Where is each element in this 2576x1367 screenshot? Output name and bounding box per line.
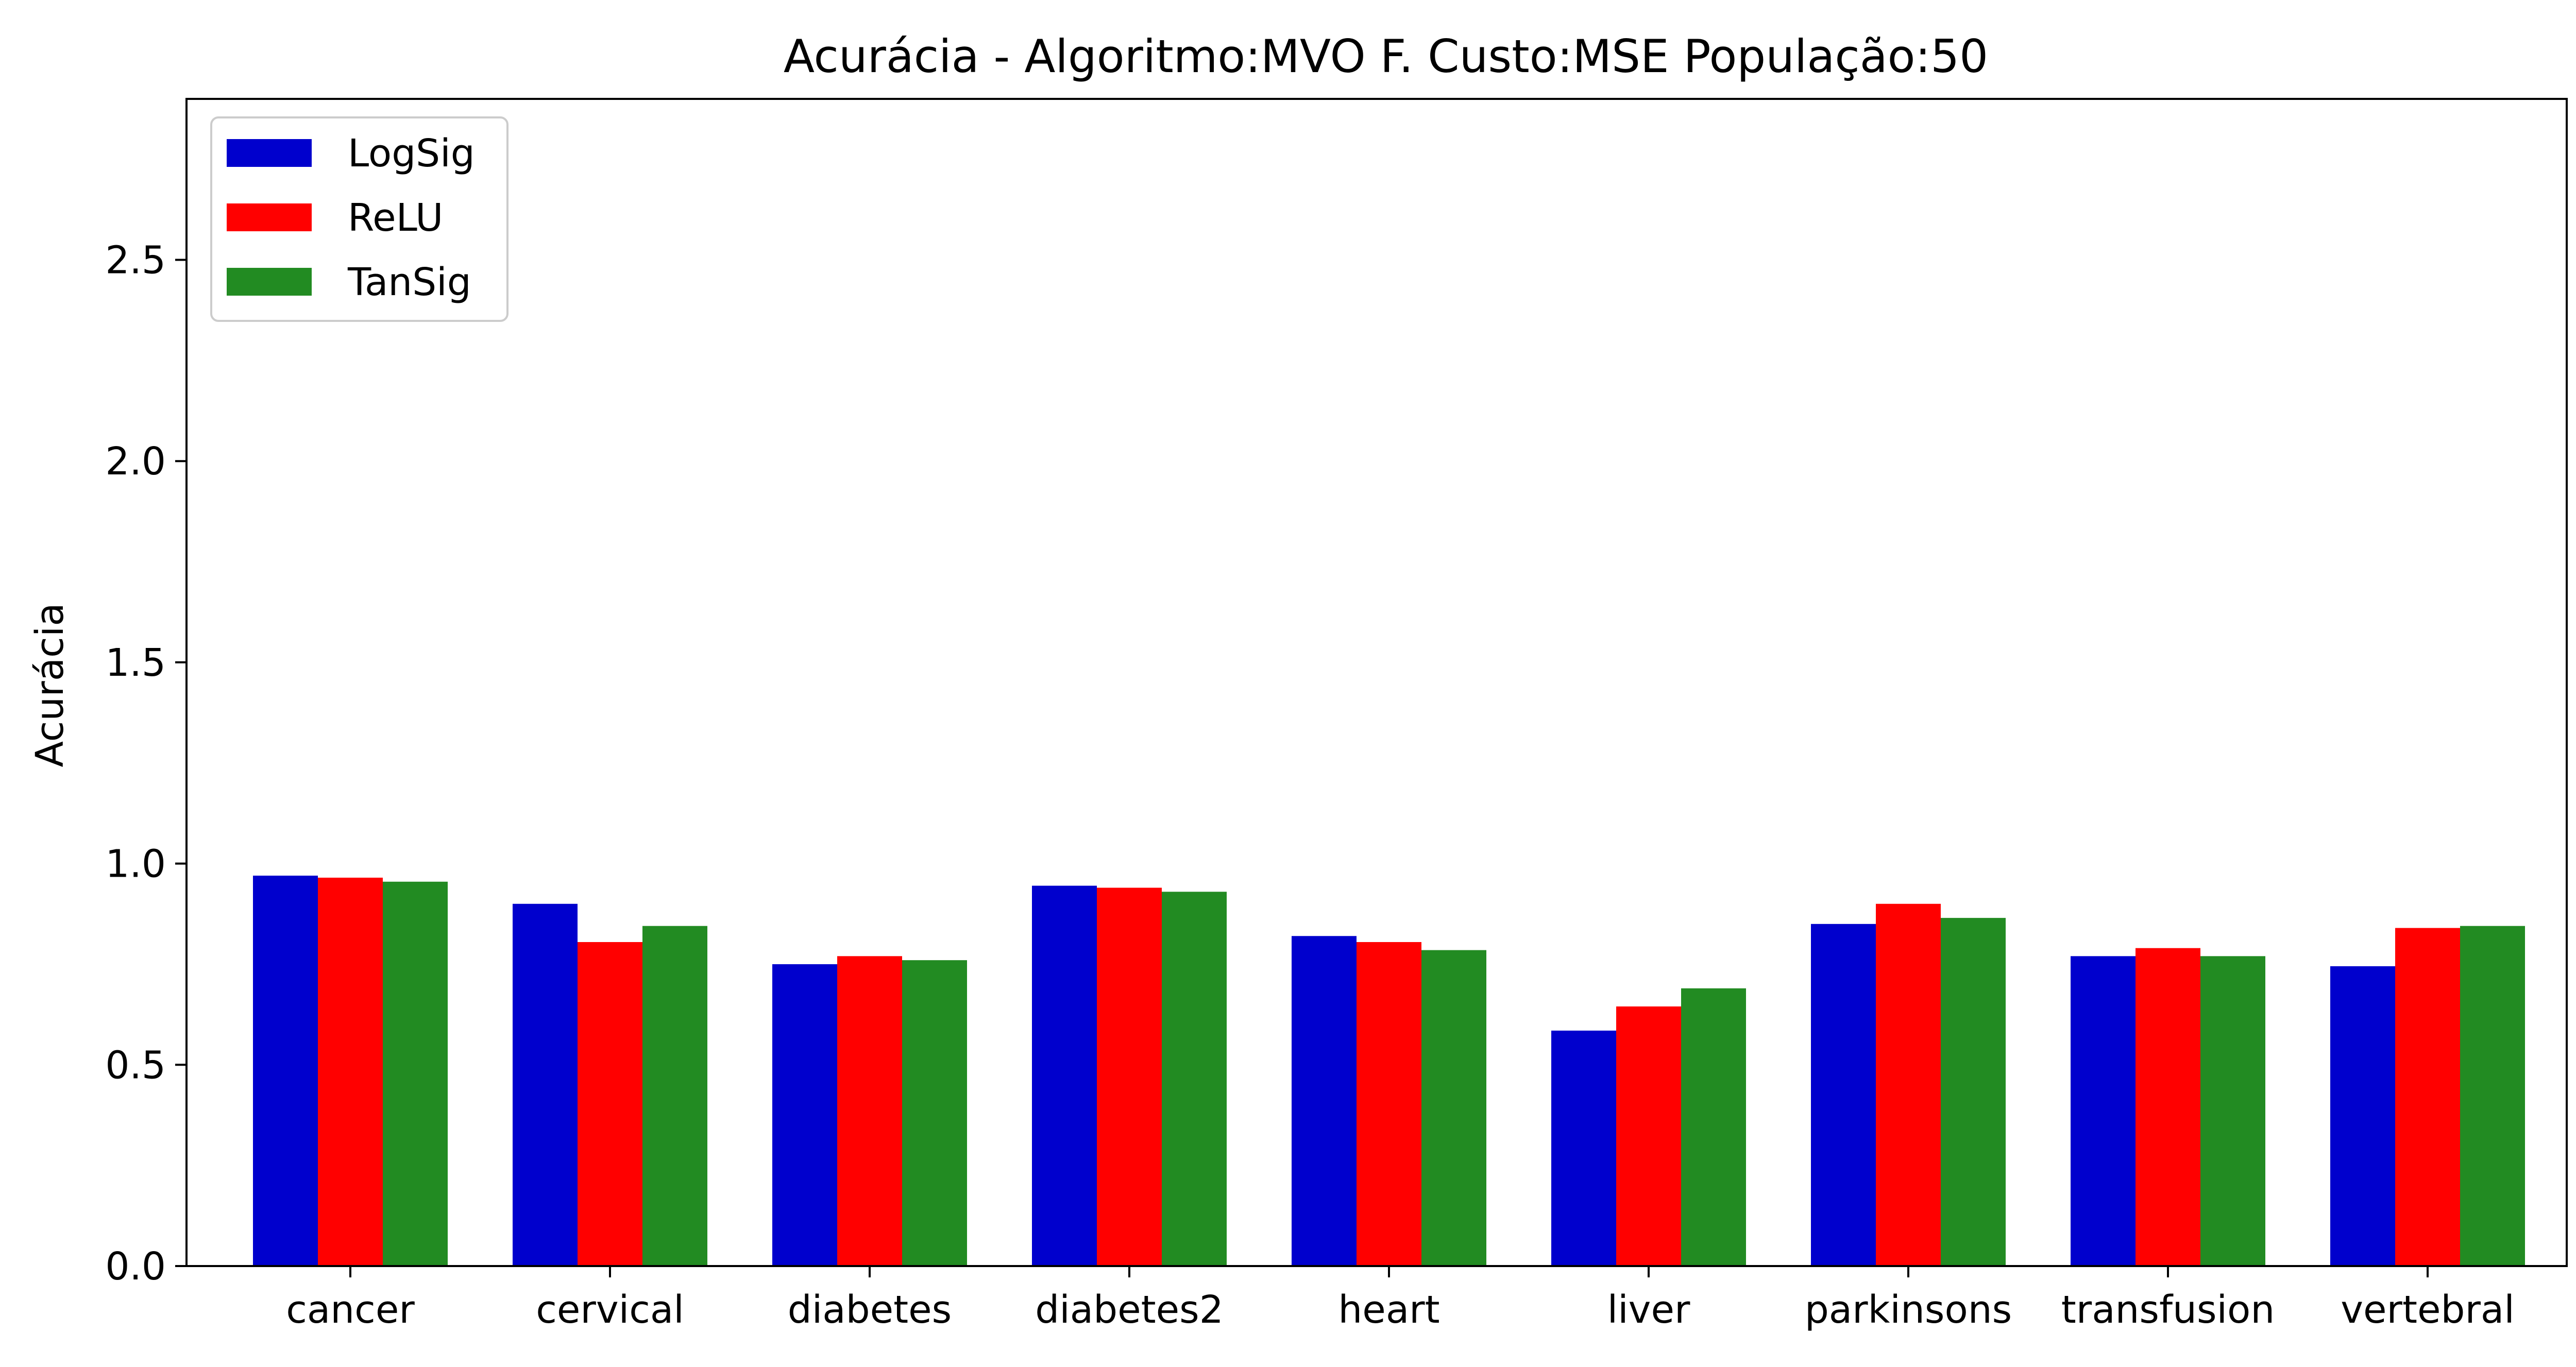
bar-logsig-heart [1292,936,1357,1266]
bar-relu-diabetes2 [1097,887,1162,1266]
bar-tansig-diabetes2 [1162,892,1227,1266]
y-tick-label: 0.5 [105,1043,166,1087]
bar-tansig-transfusion [2200,956,2265,1266]
y-tick-label: 1.5 [105,641,166,685]
y-tick-label: 2.5 [105,238,166,283]
bar-tansig-vertebral [2460,926,2525,1266]
x-tick-label-diabetes: diabetes [788,1288,952,1332]
plot-frame [185,98,2568,1267]
y-tick-label: 0.0 [105,1244,166,1289]
bars-layer [253,876,2525,1266]
x-tick-label-diabetes2: diabetes2 [1035,1288,1224,1332]
bar-relu-liver [1616,1006,1681,1266]
legend-label-logsig: LogSig [348,131,475,176]
chart-title: Acurácia - Algoritmo:MVO F. Custo:MSE Po… [784,30,1988,83]
y-tick-label: 2.0 [105,439,166,484]
bar-tansig-diabetes [902,960,967,1266]
y-axis: 0.0 0.5 1.0 1.5 2.0 2.5 [105,238,187,1289]
x-tick-label-transfusion: transfusion [2061,1288,2275,1332]
bar-tansig-cervical [642,926,707,1266]
x-tick-label-cervical: cervical [536,1288,684,1332]
x-tick-label-parkinsons: parkinsons [1805,1288,2012,1332]
bar-logsig-diabetes [772,964,837,1266]
x-tick-label-cancer: cancer [286,1288,415,1332]
bar-relu-diabetes [837,956,902,1266]
legend-label-relu: ReLU [348,196,443,240]
bar-tansig-cancer [383,881,448,1266]
x-axis: cancer cervical diabetes diabetes2 heart live… [286,1266,2515,1332]
bar-relu-vertebral [2395,928,2460,1266]
legend-swatch-tansig [227,268,312,296]
bar-logsig-parkinsons [1811,924,1876,1266]
legend: LogSig ReLU TanSig [210,116,509,322]
bar-relu-cancer [318,877,383,1266]
legend-label-tansig: TanSig [347,260,471,304]
bar-relu-cervical [578,942,642,1266]
bar-relu-heart [1357,942,1421,1266]
y-axis-label: Acurácia [28,603,72,767]
bar-tansig-parkinsons [1941,918,2006,1266]
bar-logsig-cancer [253,876,318,1266]
x-tick-label-liver: liver [1607,1288,1690,1332]
bar-logsig-liver [1551,1030,1616,1266]
bar-logsig-transfusion [2071,956,2136,1266]
x-tick-label-vertebral: vertebral [2341,1288,2515,1332]
bar-logsig-cervical [513,903,578,1266]
bar-tansig-heart [1421,950,1486,1266]
bar-relu-parkinsons [1876,903,1941,1266]
bar-relu-transfusion [2136,948,2200,1266]
legend-swatch-relu [227,203,312,231]
legend-swatch-logsig [227,139,312,167]
bar-logsig-diabetes2 [1032,885,1097,1266]
bar-tansig-liver [1681,988,1746,1266]
x-tick-label-heart: heart [1338,1288,1439,1332]
y-tick-label: 1.0 [105,842,166,886]
bar-logsig-vertebral [2330,966,2395,1266]
